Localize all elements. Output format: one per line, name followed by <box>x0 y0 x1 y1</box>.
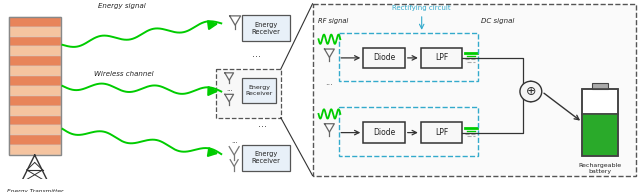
Bar <box>9 17 61 27</box>
Bar <box>9 76 61 86</box>
Bar <box>9 36 61 46</box>
Bar <box>242 145 290 171</box>
Text: Diode: Diode <box>373 53 395 62</box>
Bar <box>9 56 61 66</box>
Text: ...: ... <box>226 86 232 92</box>
Text: Rectifying circuit: Rectifying circuit <box>392 5 451 29</box>
Text: LPF: LPF <box>435 53 448 62</box>
Text: ...: ... <box>259 119 268 129</box>
Bar <box>420 122 462 143</box>
Bar <box>339 33 478 81</box>
Text: Energy signal: Energy signal <box>98 3 146 9</box>
Bar <box>593 83 608 89</box>
Bar <box>9 106 61 116</box>
Text: Energy
Receiver: Energy Receiver <box>252 151 280 164</box>
Text: Energy
Receiver: Energy Receiver <box>252 22 280 35</box>
Bar <box>9 17 61 155</box>
Text: DC signal: DC signal <box>481 17 515 24</box>
Bar <box>9 135 61 145</box>
Bar <box>9 96 61 106</box>
Text: Diode: Diode <box>373 128 395 137</box>
Text: Wireless channel: Wireless channel <box>94 71 154 77</box>
Text: $\oplus$: $\oplus$ <box>525 85 536 98</box>
Text: ...: ... <box>252 49 262 59</box>
Circle shape <box>520 81 542 102</box>
Bar <box>9 116 61 125</box>
Bar <box>242 79 276 103</box>
Bar <box>9 46 61 56</box>
Bar <box>9 27 61 36</box>
Bar <box>363 48 405 68</box>
Text: Energy Transmitter: Energy Transmitter <box>6 189 63 192</box>
Text: Energy
Receiver: Energy Receiver <box>245 85 273 96</box>
Text: ...: ... <box>326 78 333 87</box>
Bar <box>9 125 61 135</box>
Bar <box>582 114 618 156</box>
Bar <box>582 89 618 114</box>
Bar <box>312 4 636 175</box>
Text: LPF: LPF <box>435 128 448 137</box>
Text: RF signal: RF signal <box>319 17 349 24</box>
Bar <box>216 69 281 118</box>
Text: ...: ... <box>231 138 237 144</box>
Bar <box>363 122 405 143</box>
Bar <box>339 107 478 156</box>
Bar <box>9 86 61 96</box>
Bar <box>420 48 462 68</box>
Bar <box>9 145 61 155</box>
Bar <box>582 89 618 156</box>
Text: Rechargeable
battery: Rechargeable battery <box>579 163 622 174</box>
Bar <box>242 15 290 41</box>
Bar <box>9 66 61 76</box>
